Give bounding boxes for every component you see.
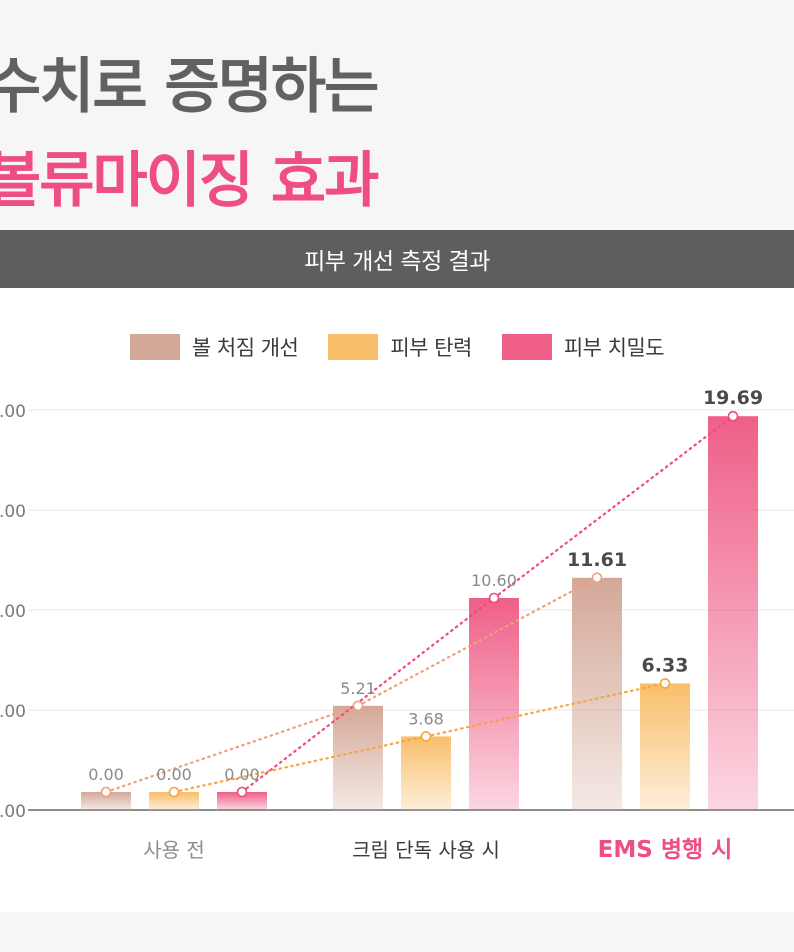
data-label: 0.00 [224, 765, 260, 784]
legend-item-sagging: 볼 처짐 개선 [129, 332, 299, 362]
headline-line-1: 수치로 증명하는 [0, 52, 379, 122]
data-label: 6.33 [642, 654, 689, 676]
legend-item-elasticity: 피부 탄력 [328, 332, 472, 362]
data-point [591, 572, 603, 584]
headline-line-2: 볼류마이징 효과 [0, 146, 379, 216]
legend-swatch-sagging [129, 334, 180, 360]
x-tick-label: 크림 단독 사용 시 [352, 838, 500, 862]
data-point [236, 786, 248, 798]
bar [149, 792, 199, 810]
chart-legend: 볼 처짐 개선 피부 탄력 피부 치밀도 [0, 332, 794, 362]
data-point [352, 700, 364, 712]
data-label: 10.60 [471, 571, 517, 590]
y-tick-label: 15.00 [0, 502, 26, 522]
legend-label-elasticity: 피부 탄력 [390, 336, 472, 360]
x-tick-label: 사용 전 [143, 838, 205, 862]
data-label: 0.00 [156, 765, 192, 784]
y-tick-label: 0.00 [0, 802, 26, 822]
legend-item-density: 피부 치밀도 [501, 332, 665, 362]
bar [217, 792, 267, 810]
bar [640, 683, 690, 810]
bar [81, 792, 131, 810]
data-point [727, 410, 739, 422]
section-title-band: 피부 개선 측정 결과 [0, 230, 794, 288]
bar [333, 705, 383, 810]
section-title: 피부 개선 측정 결과 [304, 249, 490, 275]
legend-label-sagging: 볼 처짐 개선 [191, 336, 299, 360]
trend-line [104, 704, 360, 794]
y-tick-label: 5.00 [0, 702, 26, 722]
data-label: 11.61 [567, 549, 627, 571]
legend-swatch-elasticity [328, 334, 379, 360]
data-point [488, 592, 500, 604]
bar [708, 416, 758, 810]
trend-line [172, 735, 428, 794]
y-tick-label: 10.00 [0, 602, 26, 622]
legend-label-density: 피부 치밀도 [563, 336, 665, 360]
trend-line [424, 682, 667, 738]
bar [469, 598, 519, 810]
bar [401, 736, 451, 810]
data-point [659, 678, 671, 689]
legend-swatch-density [501, 334, 552, 360]
data-label: 19.69 [703, 387, 763, 409]
data-point [420, 731, 432, 742]
data-point [100, 786, 112, 798]
y-tick-label: 20.00 [0, 402, 26, 422]
data-point [168, 786, 180, 798]
data-label: 5.21 [340, 679, 376, 698]
trend-line [492, 415, 735, 600]
x-tick-label: EMS 병행 시 [598, 837, 733, 863]
trend-line [240, 596, 496, 794]
data-label: 0.00 [88, 765, 124, 784]
data-label: 3.68 [408, 709, 444, 728]
